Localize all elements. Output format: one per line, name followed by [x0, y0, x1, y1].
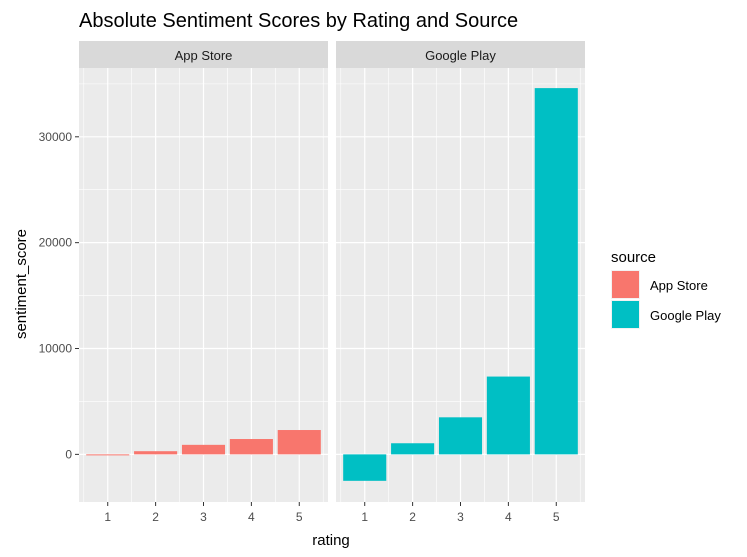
bar-app-store-rating-5	[277, 430, 321, 455]
facet-panel-1: App Store 1 2 3 4 5	[79, 41, 328, 524]
y-tick-label: 30000	[39, 130, 73, 144]
legend-label: Google Play	[650, 308, 721, 323]
x-tick-label: 3	[457, 510, 464, 524]
legend-key-app-store	[612, 271, 639, 298]
facet-strip	[79, 41, 328, 68]
y-tick-label: 0	[65, 447, 72, 461]
facet-strip-label: Google Play	[425, 48, 496, 63]
x-tick-label: 4	[248, 510, 255, 524]
x-axis-title: rating	[312, 532, 350, 549]
legend: source App Store Google Play	[611, 249, 721, 329]
legend-key-google-play	[612, 301, 639, 328]
x-tick-label: 4	[505, 510, 512, 524]
legend-label: App Store	[650, 278, 708, 293]
x-tick-label: 5	[296, 510, 303, 524]
x-tick-label: 1	[104, 510, 111, 524]
bar-app-store-rating-1	[86, 454, 130, 456]
legend-items: App Store Google Play	[611, 270, 721, 329]
legend-title: source	[611, 249, 656, 266]
y-tick-label: 10000	[39, 342, 73, 356]
bar-google-play-rating-5	[534, 88, 578, 455]
y-tick-label: 20000	[39, 236, 73, 250]
x-tick-label: 2	[152, 510, 159, 524]
facet-panel-2: Google Play 1 2 3 4 5	[336, 41, 585, 524]
x-tick-label: 2	[409, 510, 416, 524]
y-axis-title: sentiment_score	[13, 229, 30, 339]
bar-app-store-rating-2	[134, 451, 178, 455]
bar-google-play-rating-2	[391, 443, 435, 455]
x-tick-label: 5	[553, 510, 560, 524]
bar-google-play-rating-1	[343, 454, 387, 481]
bar-app-store-rating-4	[229, 439, 273, 455]
facet-strip-label: App Store	[175, 48, 233, 63]
facet-strip	[336, 41, 585, 68]
chart-title: Absolute Sentiment Scores by Rating and …	[79, 10, 518, 32]
x-tick-label: 3	[200, 510, 207, 524]
bar-google-play-rating-4	[486, 376, 530, 455]
x-tick-label: 1	[361, 510, 368, 524]
y-axis: 0 10000 20000 30000	[39, 130, 79, 461]
facet-panels: App Store 1 2 3 4 5 Google Play 1 2 3 4 5	[79, 41, 585, 524]
bar-app-store-rating-3	[181, 444, 226, 455]
bar-google-play-rating-3	[438, 417, 483, 455]
